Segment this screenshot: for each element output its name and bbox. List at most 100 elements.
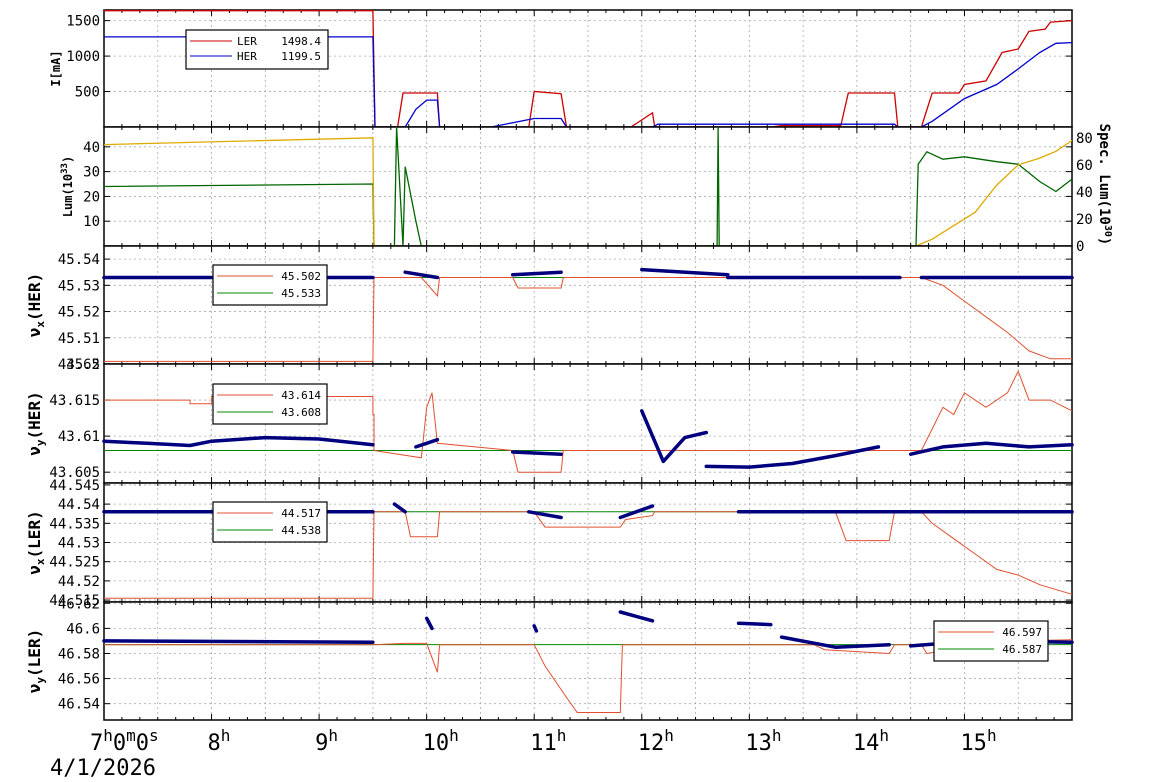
y-tick-label: 43.615 (49, 393, 100, 409)
y-tick-label: 46.6 (66, 621, 100, 637)
legend-value: 46.597 (1002, 626, 1042, 639)
y-axis-label: Lum(1033) (60, 156, 75, 217)
measured-tune-trace (403, 270, 440, 280)
y2-tick-label: 20 (1076, 212, 1093, 228)
y-tick-label: 44.525 (49, 555, 100, 571)
y-tick-label: 44.515 (49, 593, 100, 609)
y-tick-label: 44.535 (49, 516, 100, 532)
legend-value: 45.533 (281, 287, 321, 300)
y2-axis-label: Spec. Lum(1030) (1096, 124, 1113, 246)
measured-tune-trace (640, 409, 709, 464)
y-axis-label: νy(LER) (25, 629, 47, 693)
legend-box (185, 29, 329, 70)
legend-box (933, 620, 1049, 662)
y-tick-label: 43.62 (58, 357, 100, 373)
legend-value: 1498.4 (281, 35, 321, 48)
legend-value: 44.538 (281, 524, 321, 537)
y-tick-label: 45.54 (58, 252, 100, 268)
x-tick-label: 8h (208, 726, 231, 756)
panel-current: 500 1000 1500 I[mA] LER 1498.4 HER 1199.5 (49, 9, 1073, 128)
y-tick-label: 45.5 (66, 357, 100, 373)
series-line-spec-lum (103, 137, 1073, 247)
y-tick-label: 46.58 (58, 646, 100, 662)
measured-tune-trace (414, 437, 440, 449)
tune-legend: 45.502 45.533 (212, 264, 328, 306)
y-tick-label: 45.51 (58, 331, 100, 347)
panel-nuyher: 43.605 43.61 43.615 43.62 νy(HER) 43.614 43.60… (25, 357, 1074, 484)
measured-tune-trace (618, 610, 655, 623)
legend-label: LER (237, 35, 257, 48)
x-tick-label: 7h0m0s (90, 726, 159, 756)
legend-box (212, 501, 328, 543)
measured-tune-trace (527, 510, 563, 520)
x-tick-label: 15h (960, 726, 996, 756)
measured-tune-trace (736, 621, 773, 627)
legend-value: 45.502 (281, 270, 321, 283)
x-tick-label: 10h (423, 726, 459, 756)
x-tick-label: 9h (315, 726, 338, 756)
y-tick-label: 1000 (66, 49, 100, 65)
time-axis: 7h0m0s 8h 9h 10h 11h 12h 13h 14h 15h (90, 726, 997, 756)
y-tick-label: 44.53 (58, 536, 100, 552)
panel-nuyler: 46.54 46.56 46.58 46.6 46.62 νy(LER) 46.59746.… (25, 596, 1074, 721)
measured-tune-trace (640, 267, 730, 277)
y-tick-label: 43.605 (49, 465, 100, 481)
y2-tick-label: 0 (1076, 239, 1084, 255)
reference-line (104, 639, 1073, 713)
x-tick-label: 14h (853, 726, 889, 756)
x-tick-label: 11h (530, 726, 566, 756)
panel-lum: 10 20 30 40 Lum(1033) 0 20 40 60 80 Spec. Lum(1030… (60, 124, 1113, 255)
y-tick-label: 40 (83, 140, 100, 156)
y2-tick-label: 80 (1076, 131, 1093, 147)
reference-line (104, 277, 1072, 362)
legend-box (212, 383, 328, 425)
x-tick-label: 13h (745, 726, 781, 756)
measured-tune-trace (532, 624, 539, 633)
measured-tune-trace (510, 270, 563, 277)
y2-tick-label: 40 (1076, 185, 1093, 201)
y-axis-label: νx(HER) (25, 273, 47, 337)
measured-tune-trace (102, 639, 375, 644)
panel-nuxler: 44.515 44.52 44.525 44.53 44.535 44.54 44.545ν… (25, 478, 1074, 609)
y-tick-label: 46.56 (58, 672, 100, 688)
legend-value: 43.614 (281, 389, 321, 402)
measured-tune-trace (779, 635, 891, 649)
x-tick-label: 12h (638, 726, 674, 756)
tune-legend: 46.597 46.587 (933, 620, 1049, 662)
y-axis-label: νx(LER) (25, 510, 47, 574)
y-tick-label: 43.61 (58, 429, 100, 445)
y-tick-label: 44.54 (58, 497, 100, 513)
measured-tune-trace (510, 450, 563, 456)
current-legend: LER 1498.4 HER 1199.5 (185, 29, 329, 70)
measured-tune-trace (704, 445, 881, 469)
legend-label: HER (237, 50, 257, 63)
y-tick-label: 30 (83, 165, 100, 181)
y-tick-label: 46.54 (58, 697, 100, 713)
y-axis-label: νy(HER) (25, 391, 47, 455)
y-tick-label: 46.62 (58, 596, 100, 612)
tune-legend: 43.614 43.608 (212, 383, 328, 425)
measured-tune-trace (102, 435, 375, 448)
plot-frame (103, 601, 1073, 721)
reference-line (104, 511, 1073, 599)
y2-tick-label: 60 (1076, 158, 1093, 174)
tune-legend: 44.517 44.538 (212, 501, 328, 543)
measured-tune-trace (908, 441, 1074, 456)
y-tick-label: 1500 (66, 14, 100, 30)
date-label: 4/1/2026 (50, 756, 156, 781)
y-tick-label: 45.52 (58, 305, 100, 321)
legend-value: 44.517 (281, 507, 321, 520)
measured-tune-trace (392, 502, 407, 514)
legend-value: 43.608 (281, 406, 321, 419)
y-tick-label: 44.545 (49, 478, 100, 494)
y-tick-label: 500 (75, 85, 100, 101)
y-axis-label: I[mA] (49, 50, 63, 86)
measured-tune-trace (424, 616, 434, 631)
panels-layer: 500 1000 1500 I[mA] LER 1498.4 HER 1199.5 10 20 30… (25, 9, 1113, 721)
series-line-lum (103, 126, 1073, 247)
measured-tune-trace (618, 504, 655, 520)
y-tick-label: 44.52 (58, 574, 100, 590)
y-tick-label: 20 (83, 189, 100, 205)
